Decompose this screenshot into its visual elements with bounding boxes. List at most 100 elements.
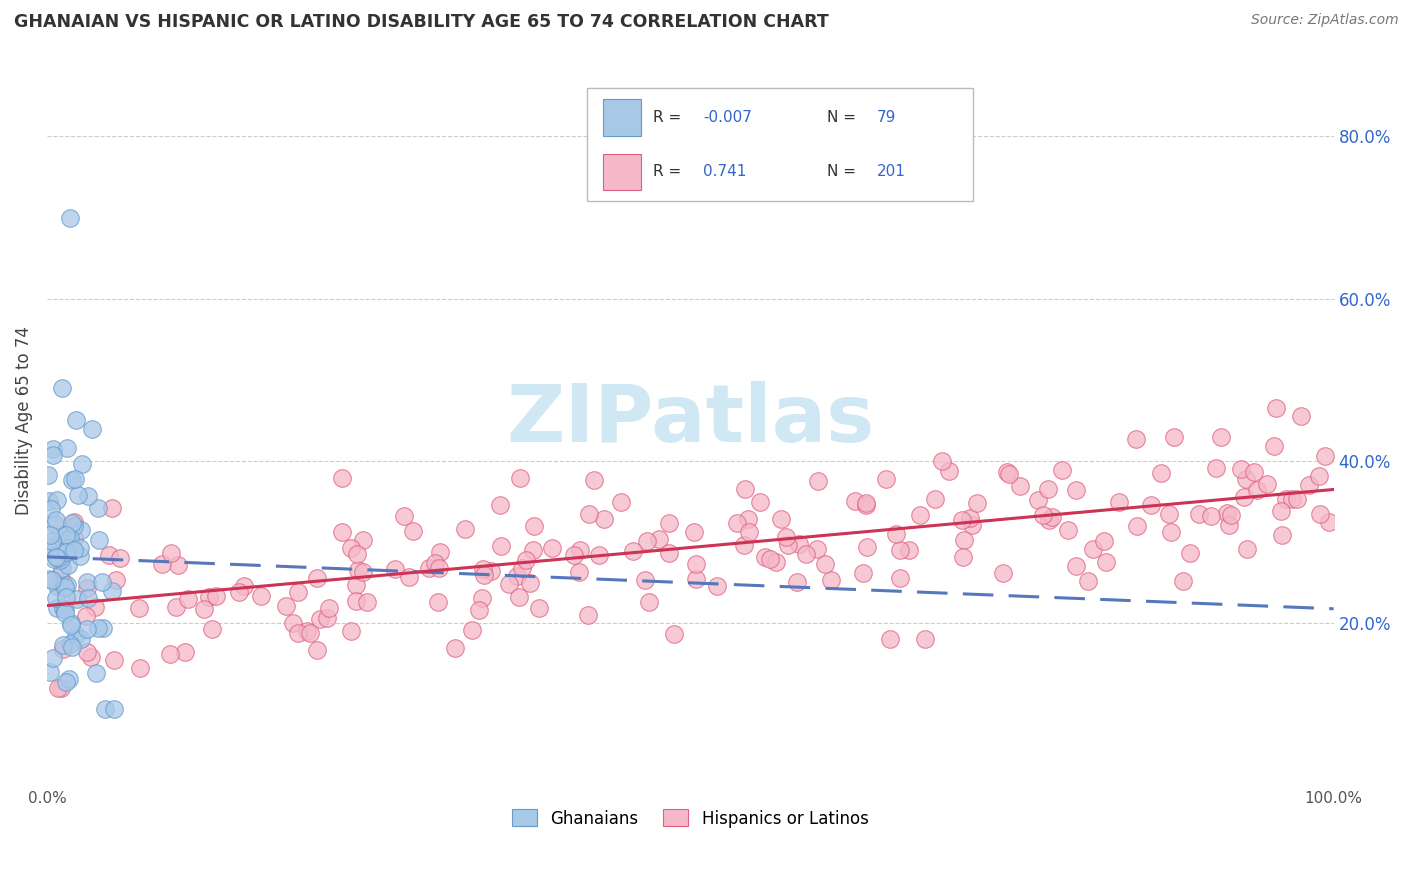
Point [340,624,363,638]
Point [287,626,309,640]
Point [97,548,120,562]
Point [856,540,879,554]
Point [685,557,707,571]
Point [316,611,339,625]
Point [53,602,76,616]
Point [814,558,837,572]
Point [952,549,974,564]
Point [60,473,83,487]
Point [59,637,82,651]
Point [44,517,66,532]
Point [46,492,69,507]
Point [1205,461,1227,475]
Point [769,512,792,526]
Point [562,548,585,562]
Point [1243,466,1265,480]
Point [637,595,659,609]
Point [49,681,72,696]
Point [1271,528,1294,542]
Point [55,528,77,542]
Point [51,381,73,395]
Point [69,541,91,555]
Point [1038,483,1060,497]
Point [128,600,150,615]
Point [1298,478,1320,492]
Point [998,467,1021,481]
Point [51,561,73,575]
Point [76,645,98,659]
Point [876,472,898,486]
Point [454,522,477,536]
Point [1199,509,1222,524]
Point [65,413,87,427]
Point [45,601,67,615]
Point [77,489,100,503]
Point [52,550,75,565]
Point [91,621,114,635]
Text: ZIPatlas: ZIPatlas [506,382,875,459]
Point [489,539,512,553]
Point [583,473,606,487]
Point [392,509,415,524]
Point [87,533,110,547]
Point [995,466,1018,480]
Point [1281,491,1303,506]
Point [344,594,367,608]
Point [101,501,124,516]
Point [330,471,353,485]
Point [1056,524,1078,538]
Point [108,550,131,565]
Point [820,573,842,587]
Point [45,591,67,605]
Point [59,211,82,225]
Point [39,502,62,516]
Point [38,494,60,508]
Point [429,545,451,559]
Point [340,541,363,555]
Point [201,622,224,636]
Legend: Ghanaians, Hispanics or Latinos: Ghanaians, Hispanics or Latinos [503,801,877,836]
Point [1246,483,1268,497]
Point [509,471,531,485]
Point [1052,463,1074,477]
Y-axis label: Disability Age 65 to 74: Disability Age 65 to 74 [15,326,32,515]
Point [249,589,271,603]
Point [38,528,60,542]
Point [63,531,86,545]
Point [70,632,93,646]
Point [1159,507,1181,521]
Point [498,577,520,591]
Point [58,531,80,545]
Point [879,632,901,647]
Point [1275,491,1298,506]
Point [737,525,759,540]
Point [52,601,75,615]
Point [1032,508,1054,522]
Point [1270,504,1292,518]
Point [1139,498,1161,512]
Point [384,562,406,576]
Point [1285,492,1308,507]
Point [1038,513,1060,527]
Point [274,599,297,613]
Point [69,549,91,564]
Point [522,543,544,558]
Point [786,574,808,589]
Point [56,578,79,592]
Point [193,602,215,616]
Point [297,624,319,639]
Point [128,660,150,674]
Point [737,512,759,526]
Point [58,672,80,686]
Point [1008,479,1031,493]
Point [173,645,195,659]
Point [648,532,671,546]
Point [592,512,614,526]
Point [66,591,89,606]
Point [748,494,770,508]
Point [76,575,98,590]
Point [298,626,321,640]
Point [52,638,75,652]
Point [754,550,776,565]
Point [489,498,512,512]
